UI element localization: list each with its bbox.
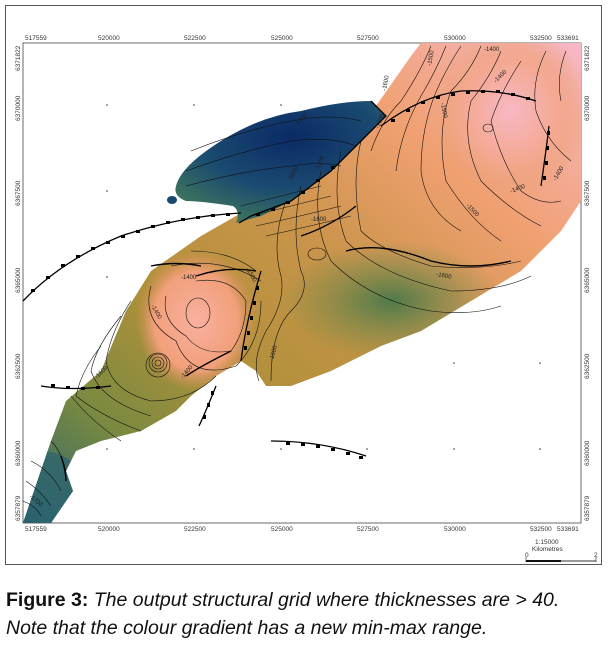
contour-lines	[22, 45, 572, 517]
svg-text:6362500: 6362500	[584, 353, 591, 379]
svg-text:6370000: 6370000	[15, 95, 22, 121]
svg-text:6362500: 6362500	[15, 353, 22, 379]
svg-text:-1400: -1400	[181, 275, 197, 281]
svg-text:527500: 527500	[357, 526, 379, 533]
svg-text:520000: 520000	[98, 526, 120, 533]
svg-text:527500: 527500	[357, 35, 379, 42]
svg-text:-1400: -1400	[484, 47, 500, 53]
figure-caption: Figure 3: The output structural grid whe…	[6, 586, 606, 642]
svg-text:6357879: 6357879	[584, 495, 591, 521]
grid-dots	[106, 104, 541, 450]
svg-text:6357879: 6357879	[15, 495, 22, 521]
x-axis-bottom: 517559 520000 522500 525000 527500 53000…	[25, 526, 579, 533]
map-axes	[22, 42, 582, 524]
svg-text:517559: 517559	[25, 35, 47, 42]
y-axis-left: 6371822 6370000 6367500 6365000 6362500 …	[15, 45, 22, 521]
svg-text:530000: 530000	[444, 526, 466, 533]
svg-text:6360000: 6360000	[584, 440, 591, 466]
svg-text:1:15000: 1:15000	[535, 539, 559, 546]
caption-label: Figure 3:	[6, 589, 89, 611]
svg-text:-1400: -1400	[510, 184, 527, 195]
svg-text:Kilometres: Kilometres	[532, 546, 563, 553]
svg-text:-1600: -1600	[375, 113, 386, 130]
svg-text:525000: 525000	[271, 35, 293, 42]
svg-text:533691: 533691	[557, 526, 579, 533]
map-frame: -1400 -1400 -1400 -1400 -1500 -1500 -150…	[5, 5, 602, 565]
svg-text:-1600: -1600	[382, 75, 391, 92]
structural-grid-map: -1400 -1400 -1400 -1400 -1500 -1500 -150…	[15, 35, 598, 562]
svg-text:-1500: -1500	[427, 50, 436, 67]
svg-text:-1500: -1500	[439, 102, 448, 119]
svg-text:533691: 533691	[557, 35, 579, 42]
fault-east	[540, 125, 550, 187]
fault-central	[240, 270, 262, 362]
svg-text:6371822: 6371822	[584, 45, 591, 71]
svg-text:532500: 532500	[530, 35, 552, 42]
svg-text:532500: 532500	[530, 526, 552, 533]
svg-text:522500: 522500	[184, 526, 206, 533]
svg-text:6370000: 6370000	[584, 95, 591, 121]
svg-text:2: 2	[594, 552, 598, 559]
grid-surface	[23, 43, 581, 523]
x-axis-top: 517559 520000 522500 525000 527500 53000…	[25, 35, 579, 42]
svg-text:6365000: 6365000	[15, 267, 22, 293]
svg-text:525000: 525000	[271, 526, 293, 533]
svg-text:517559: 517559	[25, 526, 47, 533]
fault-south	[270, 440, 367, 457]
svg-text:6367500: 6367500	[15, 180, 22, 206]
svg-text:-1600: -1600	[436, 272, 453, 281]
svg-text:6367500: 6367500	[584, 180, 591, 206]
caption-line-2: Note that the colour gradient has a new …	[6, 617, 488, 639]
svg-text:522500: 522500	[184, 35, 206, 42]
svg-text:-1600: -1600	[311, 217, 327, 223]
caption-line-1: The output structural grid where thickne…	[88, 589, 560, 611]
svg-text:520000: 520000	[98, 35, 120, 42]
svg-text:6360000: 6360000	[15, 440, 22, 466]
svg-text:6365000: 6365000	[584, 267, 591, 293]
svg-text:6371822: 6371822	[15, 45, 22, 71]
svg-text:-1600: -1600	[269, 345, 279, 362]
index-contours	[60, 205, 512, 482]
svg-text:0: 0	[525, 552, 529, 559]
scale-bar: 1:15000 Kilometres 0 2	[525, 539, 598, 562]
svg-text:530000: 530000	[444, 35, 466, 42]
fault-teeth	[31, 90, 550, 459]
y-axis-right: 6371822 6370000 6367500 6365000 6362500 …	[584, 45, 591, 521]
deep-basin-lobe	[175, 101, 386, 223]
svg-text:-1700: -1700	[315, 155, 326, 172]
